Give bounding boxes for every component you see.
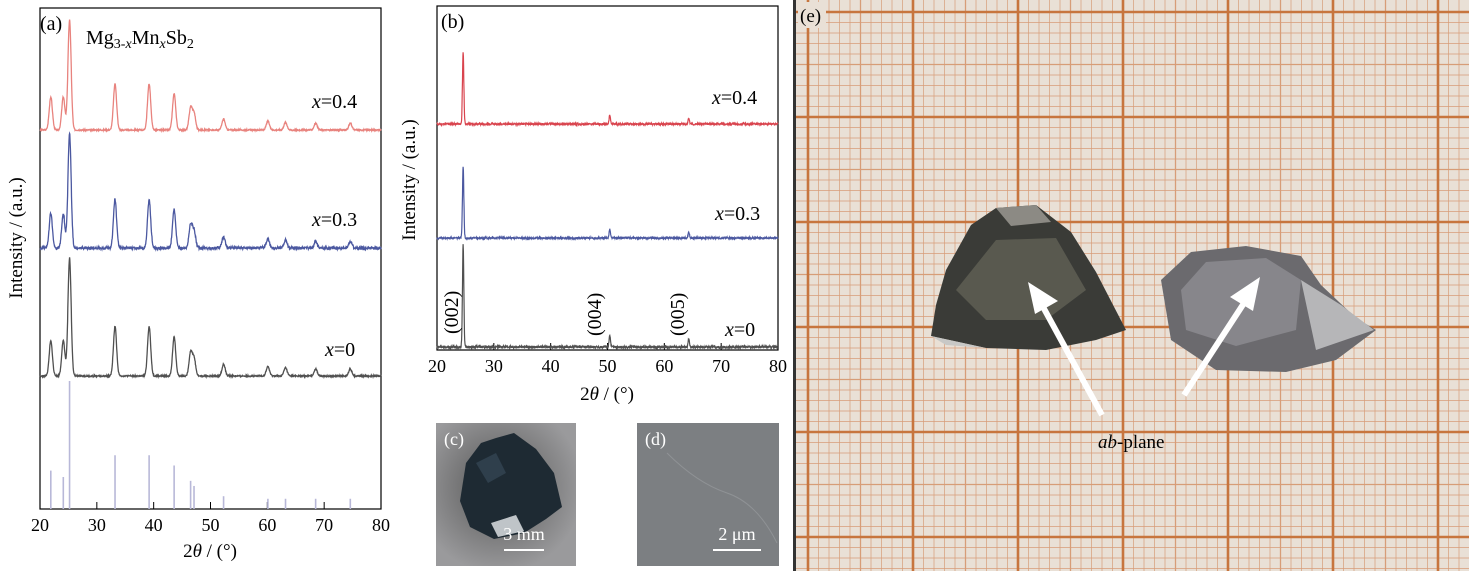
- x-axis-label: 2θ / (°): [580, 384, 634, 405]
- x-tick-label: 30: [485, 356, 503, 376]
- x-tick-label: 40: [145, 515, 163, 535]
- x-tick-label: 40: [542, 356, 560, 376]
- sem-image: (d) 2 μm: [637, 423, 779, 566]
- y-axis-label: Intensity / (a.u.): [6, 177, 27, 298]
- arrow: [1181, 298, 1249, 397]
- y-axis-label: Intensity / (a.u.): [399, 119, 420, 240]
- x-tick-label: 60: [258, 515, 276, 535]
- x-tick-label: 50: [599, 356, 617, 376]
- series-line: [39, 131, 382, 252]
- x-tick-label: 80: [372, 515, 390, 535]
- x-tick-label: 60: [655, 356, 673, 376]
- panel-label-e: (e): [800, 6, 821, 27]
- x-axis-label: 2θ / (°): [183, 541, 237, 562]
- series-label: x=0: [324, 339, 355, 361]
- series-label: x=0.3: [714, 203, 760, 225]
- plot-frame: [39, 7, 382, 510]
- series-line: [436, 52, 779, 128]
- arrow-head: [1230, 277, 1260, 311]
- x-tick-label: 50: [202, 515, 220, 535]
- panel-label-d: (d): [645, 429, 666, 450]
- series-line: [39, 19, 382, 134]
- annotation-ab-plane: ab-plane: [1098, 432, 1164, 453]
- xrd-crystal-chart: 20 30 40 50 60 70 80 (b) x=0.4 x=0.3 x=0 (002)…: [399, 5, 787, 405]
- panel-label-b: (b): [441, 11, 464, 33]
- series-label: x=0.3: [311, 209, 357, 231]
- arrow: [1039, 303, 1105, 417]
- series-line: [436, 166, 779, 242]
- formula-title: Mg3-xMnxSb2: [86, 27, 194, 52]
- crystal-photo: (c) 3 mm: [436, 423, 576, 566]
- crystal-photo-graph-paper: ab-plane (e): [793, 0, 1469, 571]
- series-label: x=0.4: [311, 91, 357, 113]
- x-tick-label: 70: [315, 515, 333, 535]
- x-tick-label: 20: [428, 356, 446, 376]
- scale-bar-label: 2 μm: [718, 524, 755, 544]
- series-label: x=0.4: [711, 87, 757, 109]
- x-tick-label: 20: [31, 515, 49, 535]
- xrd-powder-chart: 20 30 40 50 60 70 80 (a) Mg3-xMnxSb2 x=0.4 x=0…: [6, 7, 390, 562]
- x-tick-label: 70: [712, 356, 730, 376]
- arrow-head: [1028, 282, 1058, 314]
- series-line: [39, 257, 382, 380]
- x-tick-label: 80: [769, 356, 787, 376]
- panel-label-a: (a): [40, 13, 62, 35]
- x-tick-label: 30: [88, 515, 106, 535]
- series-line: [436, 244, 779, 351]
- peak-label: (002): [441, 291, 463, 334]
- scale-bar-label: 3 mm: [503, 524, 545, 544]
- panel-label-c: (c): [444, 429, 464, 450]
- series-label: x=0: [724, 319, 755, 341]
- peak-label: (005): [667, 293, 689, 336]
- plot-frame: [436, 5, 779, 351]
- peak-label: (004): [584, 293, 606, 336]
